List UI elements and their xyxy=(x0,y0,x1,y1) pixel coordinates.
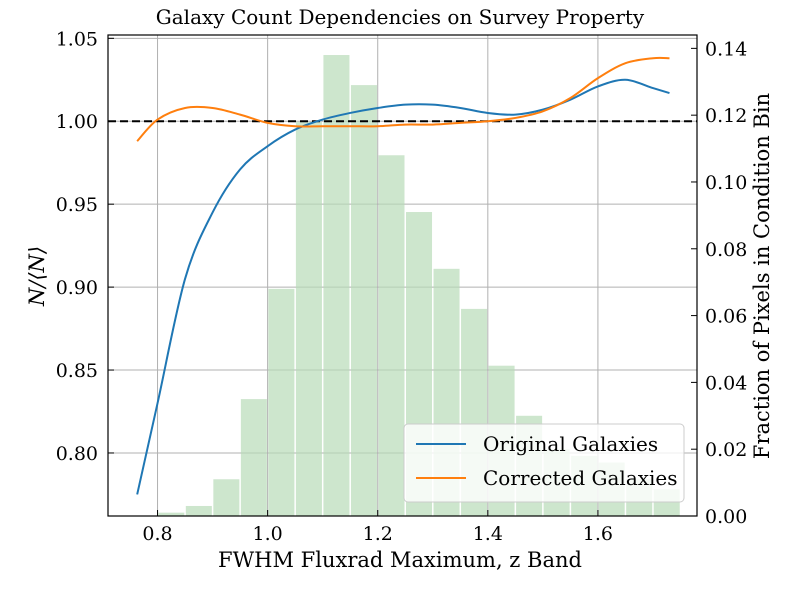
histogram xyxy=(158,55,680,517)
y-tick-label-right: 0.12 xyxy=(705,105,747,127)
y-tick-label: 0.80 xyxy=(56,443,98,465)
y-tick-label: 1.00 xyxy=(56,111,98,133)
y-tick-label-right: 0.04 xyxy=(705,372,747,394)
y-tick-label: 1.05 xyxy=(56,28,98,50)
chart-title: Galaxy Count Dependencies on Survey Prop… xyxy=(156,5,645,29)
x-tick-label: 1.4 xyxy=(473,523,503,545)
histogram-bar xyxy=(240,399,267,516)
histogram-bar xyxy=(158,512,185,516)
legend-box xyxy=(403,423,685,503)
y-tick-label: 0.90 xyxy=(56,277,98,299)
y-tick-label-right: 0.06 xyxy=(705,306,747,328)
legend-label-corrected: Corrected Galaxies xyxy=(483,466,678,490)
histogram-bar xyxy=(185,505,212,516)
x-tick-label: 1.6 xyxy=(583,523,613,545)
y-tick-label-right: 0.00 xyxy=(705,506,747,528)
y-axis-label: N/⟨N⟩ xyxy=(25,246,49,307)
ticks: 0.8 1.0 1.2 1.4 1.6 0.80 0.85 0.90 0.95 1.00 1.05 0… xyxy=(56,28,748,545)
y-tick-label: 0.85 xyxy=(56,360,98,382)
x-tick-label: 1.2 xyxy=(363,523,393,545)
histogram-bar xyxy=(378,155,405,516)
y-tick-label-right: 0.08 xyxy=(705,239,747,261)
histogram-bar xyxy=(350,85,377,517)
legend: Original Galaxies Corrected Galaxies xyxy=(403,423,685,503)
y-tick-label-right: 0.14 xyxy=(705,38,747,60)
histogram-bar xyxy=(268,288,295,516)
y-tick-label-right: 0.02 xyxy=(705,439,747,461)
x-tick-label: 0.8 xyxy=(142,523,172,545)
y-tick-label-right: 0.10 xyxy=(705,172,747,194)
legend-label-original: Original Galaxies xyxy=(483,432,658,456)
y-axis-label-right: Fraction of Pixels in Condition Bin xyxy=(750,93,774,459)
series-line-original xyxy=(136,78,670,495)
series-lines xyxy=(136,56,670,495)
histogram-bar xyxy=(295,121,322,516)
x-tick-label: 1.0 xyxy=(253,523,283,545)
histogram-bar xyxy=(213,479,240,516)
histogram-bar xyxy=(323,55,350,517)
plot-frame xyxy=(107,34,698,517)
y-tick-label: 0.95 xyxy=(56,194,98,216)
x-axis-label: FWHM Fluxrad Maximum, z Band xyxy=(218,548,582,572)
series-line-corrected xyxy=(136,56,670,142)
